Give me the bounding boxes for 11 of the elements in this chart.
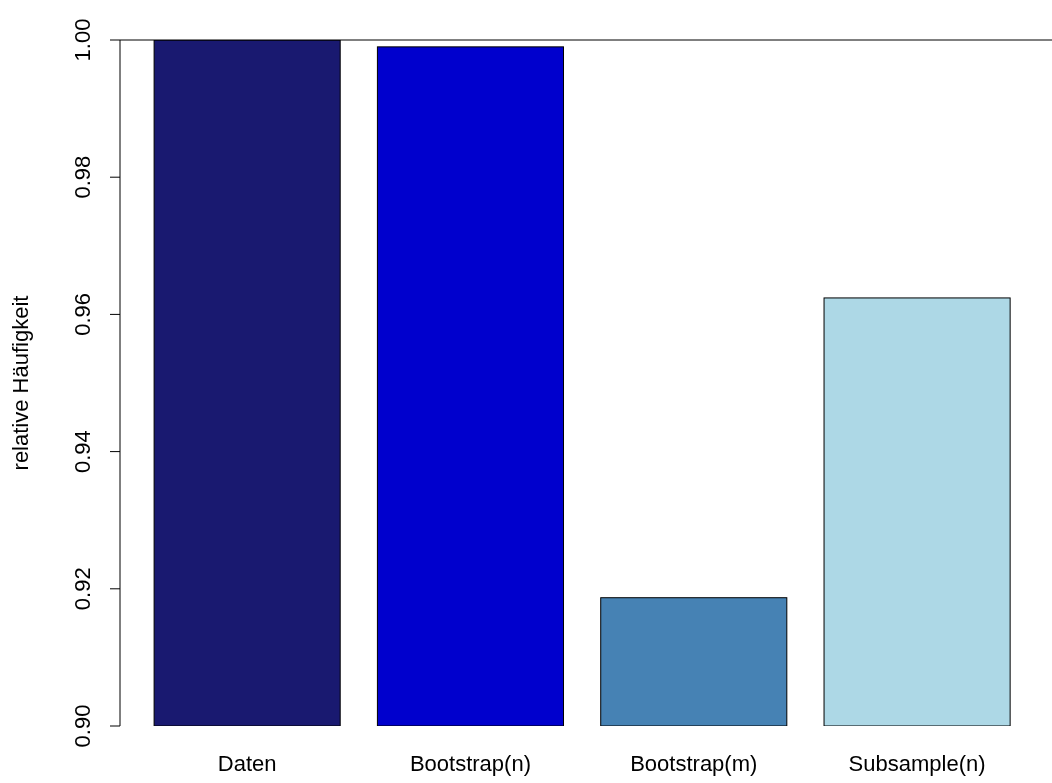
y-tick-label: 0.90 bbox=[70, 704, 95, 748]
x-tick-label: Subsample(n) bbox=[848, 751, 986, 776]
x-tick-label: Bootstrap(m) bbox=[630, 751, 758, 776]
y-axis-title: relative Häufigkeit bbox=[8, 295, 33, 471]
y-tick-label: 0.98 bbox=[70, 155, 95, 199]
y-tick-label: 0.96 bbox=[70, 292, 95, 336]
y-tick-label: 1.00 bbox=[70, 18, 95, 62]
y-tick-label: 0.94 bbox=[70, 430, 95, 474]
x-tick-label: Bootstrap(n) bbox=[409, 751, 531, 776]
x-tick-label: Daten bbox=[217, 751, 277, 776]
y-tick-label: 0.92 bbox=[70, 567, 95, 611]
